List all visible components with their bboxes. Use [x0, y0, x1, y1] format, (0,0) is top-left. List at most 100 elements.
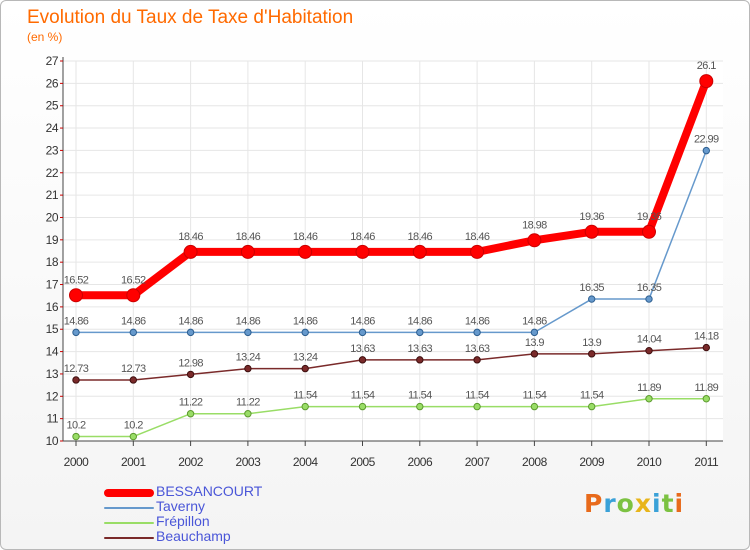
- logo-letter: r: [603, 489, 617, 518]
- x-tick-label: 2002: [178, 455, 204, 469]
- data-label: 14.86: [522, 315, 547, 327]
- y-tick-label: 25: [46, 99, 59, 113]
- data-point-bessancourt: [69, 288, 83, 303]
- data-point-beauchamp: [244, 364, 252, 373]
- data-point-frépillon: [702, 395, 710, 403]
- data-point-beauchamp: [129, 376, 138, 384]
- data-point-bessancourt: [642, 224, 656, 239]
- data-label: 16.35: [579, 282, 604, 294]
- data-label: 14.04: [637, 334, 662, 346]
- data-label: 14.86: [293, 315, 318, 327]
- series-line-frépillon: [75, 398, 708, 438]
- data-label: 11.22: [179, 397, 203, 409]
- y-tick-label: 22: [46, 166, 59, 180]
- data-point-bessancourt: [527, 233, 542, 248]
- y-tick-label: 16: [46, 300, 59, 314]
- data-point-taverny: [186, 328, 195, 337]
- x-tick-label: 2007: [465, 455, 491, 469]
- data-label: 14.86: [408, 315, 433, 327]
- legend-swatch: [104, 488, 154, 497]
- data-label: 11.54: [580, 390, 604, 402]
- data-label: 13.9: [582, 337, 601, 349]
- data-point-taverny: [244, 328, 252, 337]
- data-label: 18.98: [522, 219, 547, 231]
- data-point-frépillon: [416, 402, 424, 411]
- legend-label: Taverny: [156, 498, 206, 514]
- y-tick-label: 15: [46, 322, 59, 336]
- legend-label: Beauchamp: [156, 528, 231, 544]
- data-point-bessancourt: [183, 244, 198, 259]
- data-label: 10.2: [66, 420, 85, 432]
- logo-letter: i: [652, 489, 662, 518]
- logo-letter: i: [674, 489, 685, 518]
- logo-letter: P: [584, 489, 604, 518]
- x-tick-label: 2008: [522, 455, 548, 469]
- series-line-bessancourt: [72, 77, 711, 300]
- y-tick-label: 27: [46, 54, 59, 68]
- data-point-bessancourt: [699, 74, 714, 89]
- data-point-beauchamp: [358, 356, 367, 364]
- data-label: 14.18: [694, 331, 719, 343]
- data-label: 11.54: [408, 390, 432, 402]
- data-label: 22.99: [694, 134, 719, 146]
- x-tick-label: 2003: [236, 455, 262, 469]
- data-point-beauchamp: [416, 356, 424, 364]
- data-point-taverny: [301, 328, 309, 337]
- data-point-taverny: [530, 328, 539, 337]
- data-point-frépillon: [129, 432, 138, 441]
- data-point-frépillon: [72, 432, 80, 441]
- data-point-beauchamp: [588, 350, 596, 358]
- data-label: 13.24: [236, 352, 261, 364]
- data-label: 18.46: [178, 231, 203, 243]
- data-point-frépillon: [301, 402, 309, 411]
- logo-letter: x: [634, 489, 652, 518]
- data-label: 14.86: [121, 315, 146, 327]
- data-point-frépillon: [588, 402, 596, 411]
- y-tick-label: 26: [46, 76, 59, 90]
- data-point-beauchamp: [186, 370, 195, 379]
- data-label: 14.86: [178, 315, 203, 327]
- data-point-taverny: [473, 328, 481, 337]
- y-tick-label: 24: [46, 121, 59, 135]
- data-point-bessancourt: [584, 224, 599, 239]
- data-label: 16.52: [121, 274, 146, 286]
- proxiti-logo: Proxiti: [584, 489, 684, 518]
- y-tick-label: 19: [46, 233, 59, 247]
- data-label: 14.86: [465, 315, 490, 327]
- data-point-bessancourt: [240, 244, 255, 259]
- y-tick-label: 13: [46, 367, 59, 381]
- data-point-beauchamp: [72, 376, 80, 384]
- logo-letter: o: [616, 489, 635, 518]
- data-label: 13.24: [293, 352, 318, 364]
- data-point-frépillon: [645, 395, 653, 403]
- data-point-frépillon: [244, 410, 252, 418]
- data-label: 10.2: [124, 420, 143, 432]
- x-tick-label: 2001: [121, 455, 147, 469]
- x-tick-label: 2004: [293, 455, 319, 469]
- x-tick-label: 2000: [64, 455, 90, 469]
- data-label: 14.86: [64, 315, 89, 327]
- data-label: 11.89: [637, 382, 661, 394]
- legend-swatch: [104, 536, 154, 539]
- data-label: 12.98: [178, 357, 203, 369]
- data-label: 13.63: [408, 343, 433, 355]
- data-point-bessancourt: [126, 288, 141, 303]
- legend-swatch: [104, 521, 154, 524]
- data-label: 13.63: [350, 343, 375, 355]
- data-label: 11.22: [236, 397, 260, 409]
- data-label: 18.46: [236, 231, 261, 243]
- data-label: 18.46: [350, 231, 375, 243]
- data-point-frépillon: [186, 410, 195, 418]
- x-tick-label: 2006: [407, 455, 433, 469]
- logo-letter: t: [661, 489, 675, 518]
- data-point-beauchamp: [530, 350, 539, 358]
- data-label: 11.54: [523, 390, 547, 402]
- series-line-taverny: [75, 149, 708, 334]
- data-point-beauchamp: [702, 343, 710, 352]
- data-point-frépillon: [530, 402, 539, 411]
- y-tick-label: 14: [46, 345, 59, 359]
- x-tick-label: 2010: [637, 455, 663, 469]
- data-point-taverny: [72, 328, 80, 337]
- series-line-beauchamp: [75, 346, 708, 381]
